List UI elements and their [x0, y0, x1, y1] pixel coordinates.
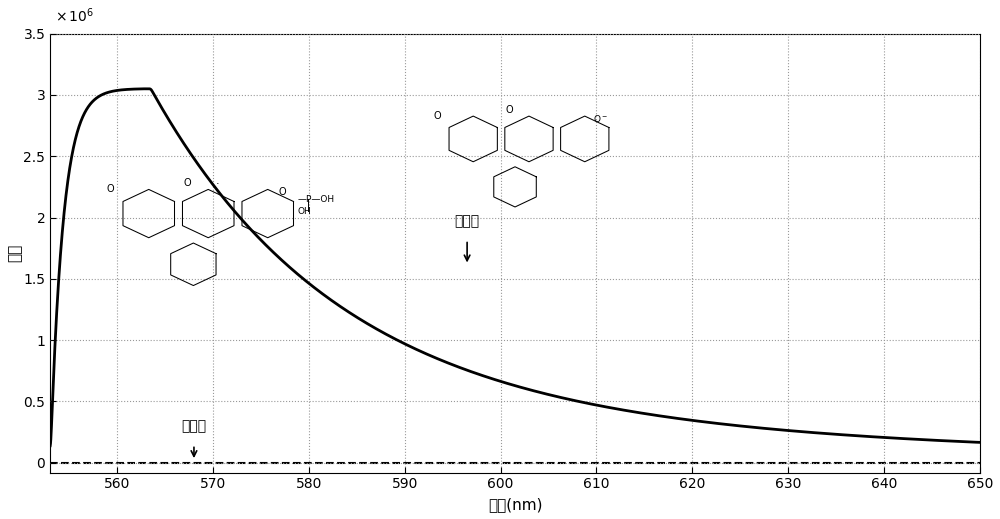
Text: O: O	[106, 184, 114, 195]
X-axis label: 波长(nm): 波长(nm)	[488, 497, 542, 512]
Text: O: O	[506, 105, 513, 115]
Text: 水解后: 水解后	[455, 214, 480, 228]
Text: $\times\,10^6$: $\times\,10^6$	[55, 6, 94, 25]
Text: O: O	[433, 111, 441, 121]
Text: OH: OH	[297, 207, 311, 216]
Y-axis label: 强度: 强度	[7, 244, 22, 262]
Text: O$^-$: O$^-$	[593, 113, 608, 124]
Text: —P—OH: —P—OH	[297, 195, 335, 203]
Text: O: O	[184, 179, 191, 188]
Text: ·: ·	[215, 180, 219, 189]
Text: O: O	[279, 187, 286, 197]
Text: 水解前: 水解前	[181, 419, 207, 433]
